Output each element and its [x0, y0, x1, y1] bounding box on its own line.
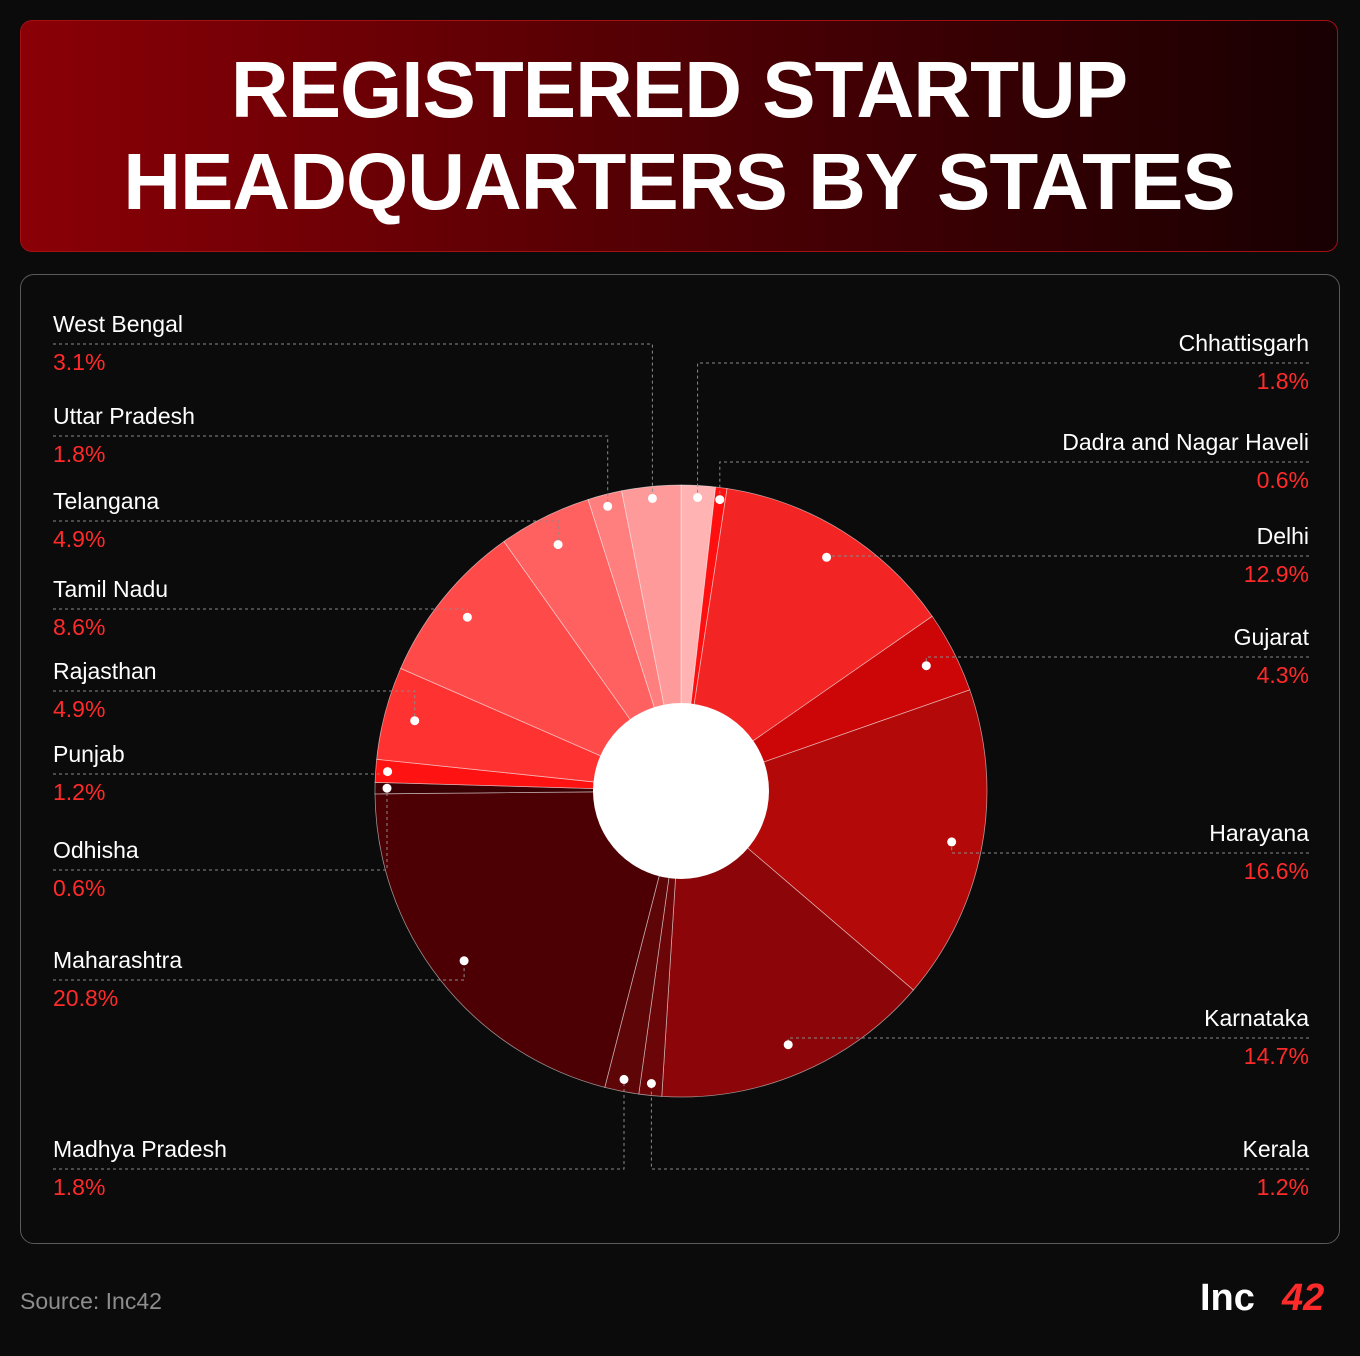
label-name-kerala: Kerala — [1243, 1136, 1310, 1162]
marker-dot-rajasthan — [410, 716, 420, 726]
label-value-maharashtra: 20.8% — [53, 985, 118, 1011]
label-name-chhattisgarh: Chhattisgarh — [1179, 330, 1309, 356]
label-value-chhattisgarh: 1.8% — [1257, 368, 1309, 394]
label-value-uttar-pradesh: 1.8% — [53, 441, 105, 467]
logo-number: 42 — [1281, 1277, 1324, 1319]
label-value-kerala: 1.2% — [1257, 1174, 1309, 1200]
leader-line-rajasthan — [53, 690, 416, 721]
source-note: Source: Inc42 — [20, 1288, 162, 1314]
marker-dot-karnataka — [783, 1040, 793, 1050]
marker-dot-odhisha — [382, 783, 392, 793]
label-name-rajasthan: Rajasthan — [53, 658, 157, 684]
marker-dot-delhi — [822, 552, 832, 562]
leader-line-telangana — [53, 520, 559, 545]
label-name-maharashtra: Maharashtra — [53, 947, 182, 973]
label-name-gujarat: Gujarat — [1234, 624, 1310, 650]
label-name-karnataka: Karnataka — [1204, 1005, 1309, 1031]
label-name-odhisha: Odhisha — [53, 837, 139, 863]
marker-dot-maharashtra — [459, 956, 469, 966]
donut-chart: Chhattisgarh 1.8% Dadra and Nagar Haveli 0.… — [53, 311, 1310, 1200]
leader-line-gujarat — [925, 656, 1309, 666]
marker-dot-madhya-pradesh — [619, 1074, 629, 1084]
label-value-madhya-pradesh: 1.8% — [53, 1174, 105, 1200]
leader-line-dadra-and-nagar-haveli — [719, 461, 1309, 500]
label-name-telangana: Telangana — [53, 488, 159, 514]
label-value-punjab: 1.2% — [53, 779, 105, 805]
label-value-gujarat: 4.3% — [1257, 662, 1309, 688]
leader-lines — [53, 343, 1309, 1170]
page-title: REGISTERED STARTUP HEADQUARTERS BY STATE… — [123, 45, 1235, 226]
label-name-dadra-and-nagar-haveli: Dadra and Nagar Haveli — [1062, 429, 1309, 455]
chart-panel: Chhattisgarh 1.8% Dadra and Nagar Haveli 0.… — [20, 274, 1340, 1244]
donut-hole — [593, 703, 769, 879]
labels: Chhattisgarh 1.8% Dadra and Nagar Haveli 0.… — [53, 311, 1310, 1200]
leader-line-karnataka — [787, 1037, 1309, 1045]
marker-dot-chhattisgarh — [693, 493, 703, 502]
label-name-harayana: Harayana — [1209, 820, 1309, 846]
label-value-odhisha: 0.6% — [53, 875, 105, 901]
leader-line-madhya-pradesh — [53, 1079, 625, 1170]
label-value-rajasthan: 4.9% — [53, 696, 105, 722]
slice-karnataka — [661, 790, 914, 1098]
label-name-tamil-nadu: Tamil Nadu — [53, 576, 168, 602]
leader-line-kerala — [650, 1083, 1309, 1170]
marker-dot-west-bengal — [647, 493, 657, 503]
label-name-delhi: Delhi — [1257, 523, 1309, 549]
slice-tamil-nadu — [400, 540, 683, 792]
label-name-madhya-pradesh: Madhya Pradesh — [53, 1136, 227, 1162]
marker-dot-telangana — [553, 540, 563, 550]
marker-dot-gujarat — [921, 661, 931, 671]
logo-text: Inc — [1200, 1277, 1255, 1319]
label-name-uttar-pradesh: Uttar Pradesh — [53, 403, 195, 429]
label-value-west-bengal: 3.1% — [53, 349, 105, 375]
slice-delhi — [680, 488, 933, 792]
label-value-delhi: 12.9% — [1244, 561, 1309, 587]
label-name-west-bengal: West Bengal — [53, 311, 183, 337]
marker-dot-uttar-pradesh — [603, 501, 613, 511]
label-value-tamil-nadu: 8.6% — [53, 614, 105, 640]
label-value-dadra-and-nagar-haveli: 0.6% — [1257, 467, 1309, 493]
title-banner: REGISTERED STARTUP HEADQUARTERS BY STATE… — [20, 20, 1338, 252]
marker-dot-tamil-nadu — [462, 612, 472, 622]
label-name-punjab: Punjab — [53, 741, 125, 767]
slice-maharashtra — [374, 790, 682, 1088]
marker-dot-harayana — [947, 837, 957, 847]
leader-line-tamil-nadu — [53, 608, 468, 618]
leader-line-uttar-pradesh — [53, 435, 609, 507]
label-value-karnataka: 14.7% — [1244, 1043, 1309, 1069]
inc42-logo: Inc 42 — [1200, 1277, 1324, 1319]
label-value-telangana: 4.9% — [53, 526, 105, 552]
marker-dot-dadra-and-nagar-haveli — [715, 495, 725, 505]
marker-dot-kerala — [646, 1079, 656, 1088]
leader-line-west-bengal — [53, 343, 653, 499]
marker-dot-punjab — [383, 767, 393, 777]
label-value-harayana: 16.6% — [1244, 858, 1309, 884]
